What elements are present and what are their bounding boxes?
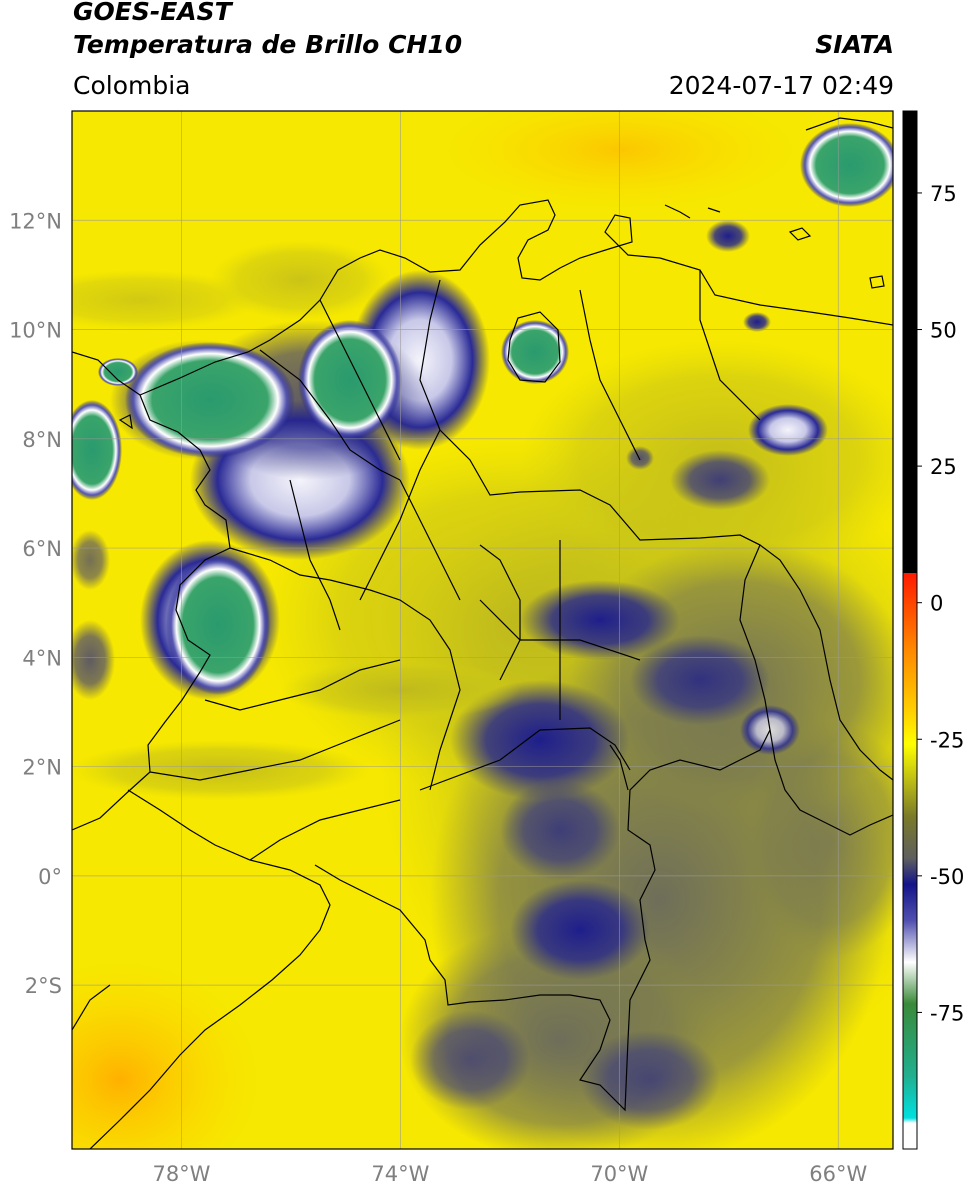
latitude-tick-label: 10°N [9, 319, 62, 343]
latitude-tick-label: 8°N [22, 428, 62, 452]
latitude-labels: 12°N 10°N 8°N 6°N 4°N 2°N 0° 2°S [9, 209, 62, 998]
colorbar-tick-label: 50 [930, 319, 957, 343]
colorbar-tick-label: -50 [930, 865, 964, 889]
latitude-tick-label: 0° [38, 865, 62, 889]
colorbar-tick-label: -75 [930, 1001, 964, 1025]
brand-label: SIATA [815, 30, 894, 59]
map-frame [71, 110, 894, 1150]
latitude-tick-label: 2°N [22, 756, 62, 780]
colorbar-labels: 75 50 25 0 -25 -50 -75 [917, 182, 964, 1025]
longitude-tick-label: 78°W [152, 1162, 210, 1186]
satellite-imagery [72, 111, 893, 1149]
product-title: Temperatura de Brillo CH10 [73, 30, 463, 59]
colorbar-tick-label: 75 [930, 182, 957, 206]
longitude-labels: 78°W 74°W 70°W 66°W [152, 1162, 867, 1186]
colorbar-frame [902, 110, 918, 1150]
colorbar [903, 111, 917, 1149]
timestamp: 2024-07-17 02:49 [668, 71, 894, 100]
longitude-tick-label: 74°W [371, 1162, 429, 1186]
colorbar-tick-label: -25 [930, 728, 964, 752]
latitude-tick-label: 6°N [22, 537, 62, 561]
graticule [72, 111, 893, 1149]
longitude-tick-label: 70°W [590, 1162, 648, 1186]
coastline-and-borders [72, 117, 893, 1149]
region-label: Colombia [73, 71, 191, 100]
satellite-title: GOES-EAST [73, 0, 232, 26]
latitude-tick-label: 4°N [22, 646, 62, 670]
colorbar-tick-label: 25 [930, 455, 957, 479]
colorbar-tick-label: 0 [930, 592, 943, 616]
latitude-tick-label: 2°S [25, 974, 62, 998]
latitude-tick-label: 12°N [9, 209, 62, 233]
longitude-tick-label: 66°W [809, 1162, 867, 1186]
